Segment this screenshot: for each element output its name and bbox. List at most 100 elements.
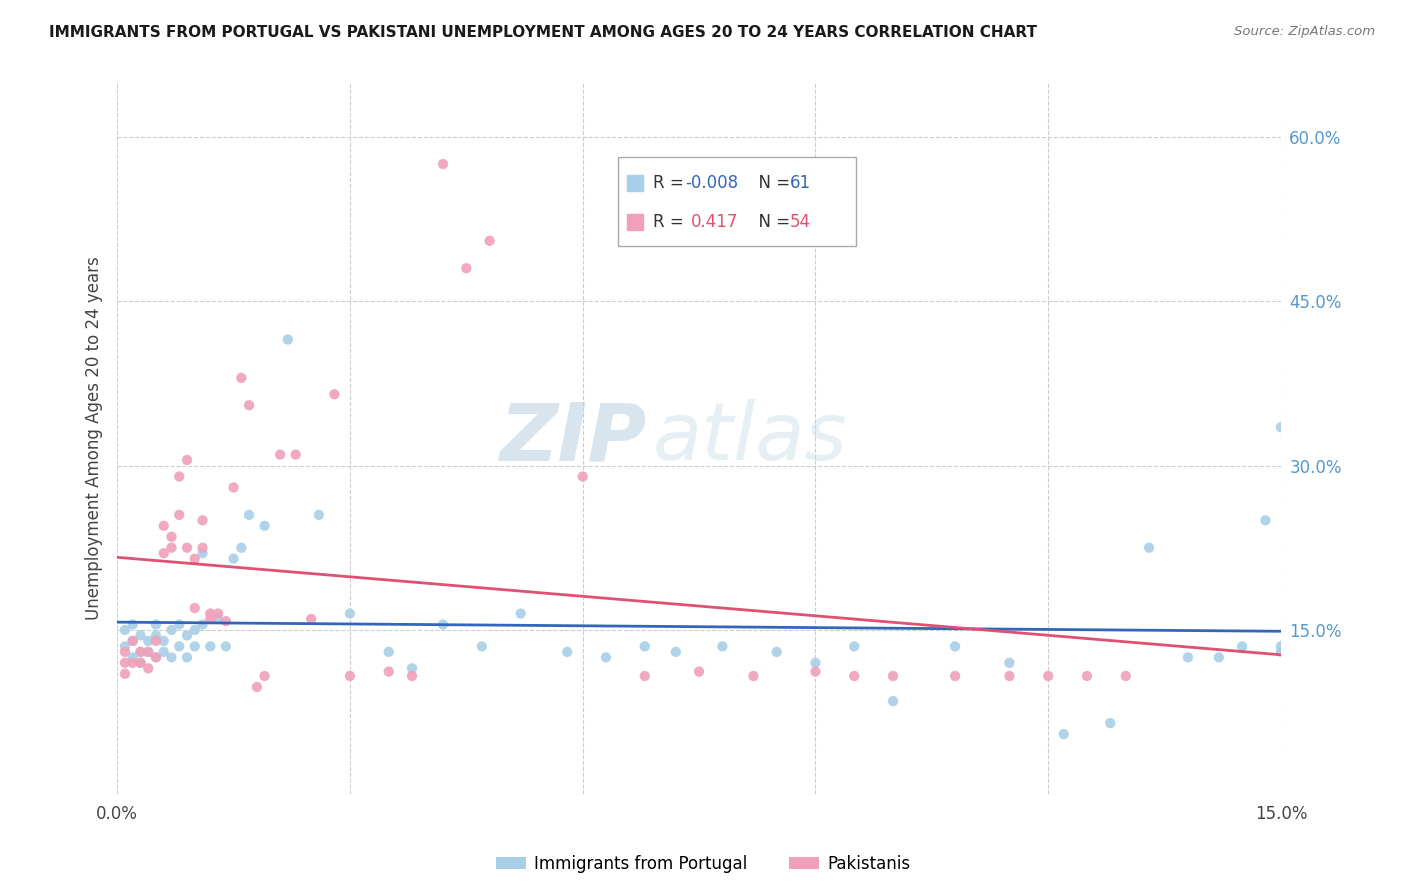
Point [215, 614, 238, 628]
Point [998, 656, 1021, 670]
Point [253, 669, 276, 683]
Point [339, 607, 361, 621]
Point [176, 453, 198, 467]
Point [129, 656, 152, 670]
Point [277, 333, 299, 347]
Point [222, 480, 245, 494]
Point [136, 645, 159, 659]
Point [184, 640, 207, 654]
Point [145, 634, 167, 648]
Point [184, 601, 207, 615]
Y-axis label: Unemployment Among Ages 20 to 24 years: Unemployment Among Ages 20 to 24 years [86, 256, 103, 620]
Point [882, 694, 904, 708]
Text: Source: ZipAtlas.com: Source: ZipAtlas.com [1234, 25, 1375, 38]
Point [1270, 640, 1292, 654]
Point [943, 669, 966, 683]
Point [634, 669, 657, 683]
Point [114, 666, 136, 681]
Point [129, 645, 152, 659]
Point [200, 612, 222, 626]
Point [471, 640, 494, 654]
Point [323, 387, 346, 401]
Point [167, 469, 190, 483]
Point [246, 680, 269, 694]
Text: R =: R = [652, 212, 693, 231]
Point [1137, 541, 1160, 555]
Point [308, 508, 330, 522]
Point [114, 640, 136, 654]
Point [478, 234, 501, 248]
Point [114, 645, 136, 659]
Point [121, 634, 143, 648]
Text: N =: N = [748, 174, 796, 192]
Point [634, 640, 657, 654]
Text: ZIP: ZIP [499, 399, 647, 477]
Point [121, 650, 143, 665]
Point [688, 665, 710, 679]
Point [1038, 669, 1060, 683]
Point [152, 546, 174, 560]
Point [238, 508, 260, 522]
Point [191, 546, 214, 560]
Text: 61: 61 [790, 174, 811, 192]
Point [114, 623, 136, 637]
Point [665, 645, 688, 659]
Point [711, 640, 734, 654]
Point [145, 628, 167, 642]
Point [377, 645, 399, 659]
Point [1076, 669, 1098, 683]
Point [1208, 650, 1230, 665]
Point [121, 656, 143, 670]
Point [765, 645, 787, 659]
Point [114, 656, 136, 670]
Point [231, 541, 253, 555]
Point [207, 612, 229, 626]
Point [844, 640, 866, 654]
Point [943, 640, 966, 654]
Text: 54: 54 [790, 212, 811, 231]
Point [571, 469, 593, 483]
Point [176, 541, 198, 555]
Point [152, 634, 174, 648]
Point [1270, 645, 1292, 659]
Text: -0.008: -0.008 [685, 174, 738, 192]
Point [167, 640, 190, 654]
Point [555, 645, 578, 659]
Point [1177, 650, 1199, 665]
Point [191, 617, 214, 632]
Point [1053, 727, 1076, 741]
Point [129, 645, 152, 659]
Point [136, 634, 159, 648]
Point [299, 612, 322, 626]
Point [207, 607, 229, 621]
Point [160, 530, 183, 544]
Point [136, 661, 159, 675]
Text: R =: R = [652, 174, 689, 192]
Legend: Immigrants from Portugal, Pakistanis: Immigrants from Portugal, Pakistanis [489, 848, 917, 880]
Point [1254, 513, 1277, 527]
Point [184, 551, 207, 566]
Point [152, 518, 174, 533]
Point [222, 551, 245, 566]
Point [456, 261, 478, 276]
Point [339, 669, 361, 683]
Point [145, 650, 167, 665]
Point [176, 628, 198, 642]
Point [1115, 669, 1137, 683]
Point [432, 157, 454, 171]
Point [167, 617, 190, 632]
Point [1099, 716, 1122, 731]
Point [184, 623, 207, 637]
Point [129, 656, 152, 670]
Point [742, 669, 765, 683]
Text: IMMIGRANTS FROM PORTUGAL VS PAKISTANI UNEMPLOYMENT AMONG AGES 20 TO 24 YEARS COR: IMMIGRANTS FROM PORTUGAL VS PAKISTANI UN… [49, 25, 1038, 40]
Point [200, 640, 222, 654]
Point [595, 650, 617, 665]
Point [167, 508, 190, 522]
Point [152, 645, 174, 659]
Point [160, 623, 183, 637]
Point [1270, 420, 1292, 434]
Point [191, 513, 214, 527]
Point [160, 650, 183, 665]
Point [121, 617, 143, 632]
